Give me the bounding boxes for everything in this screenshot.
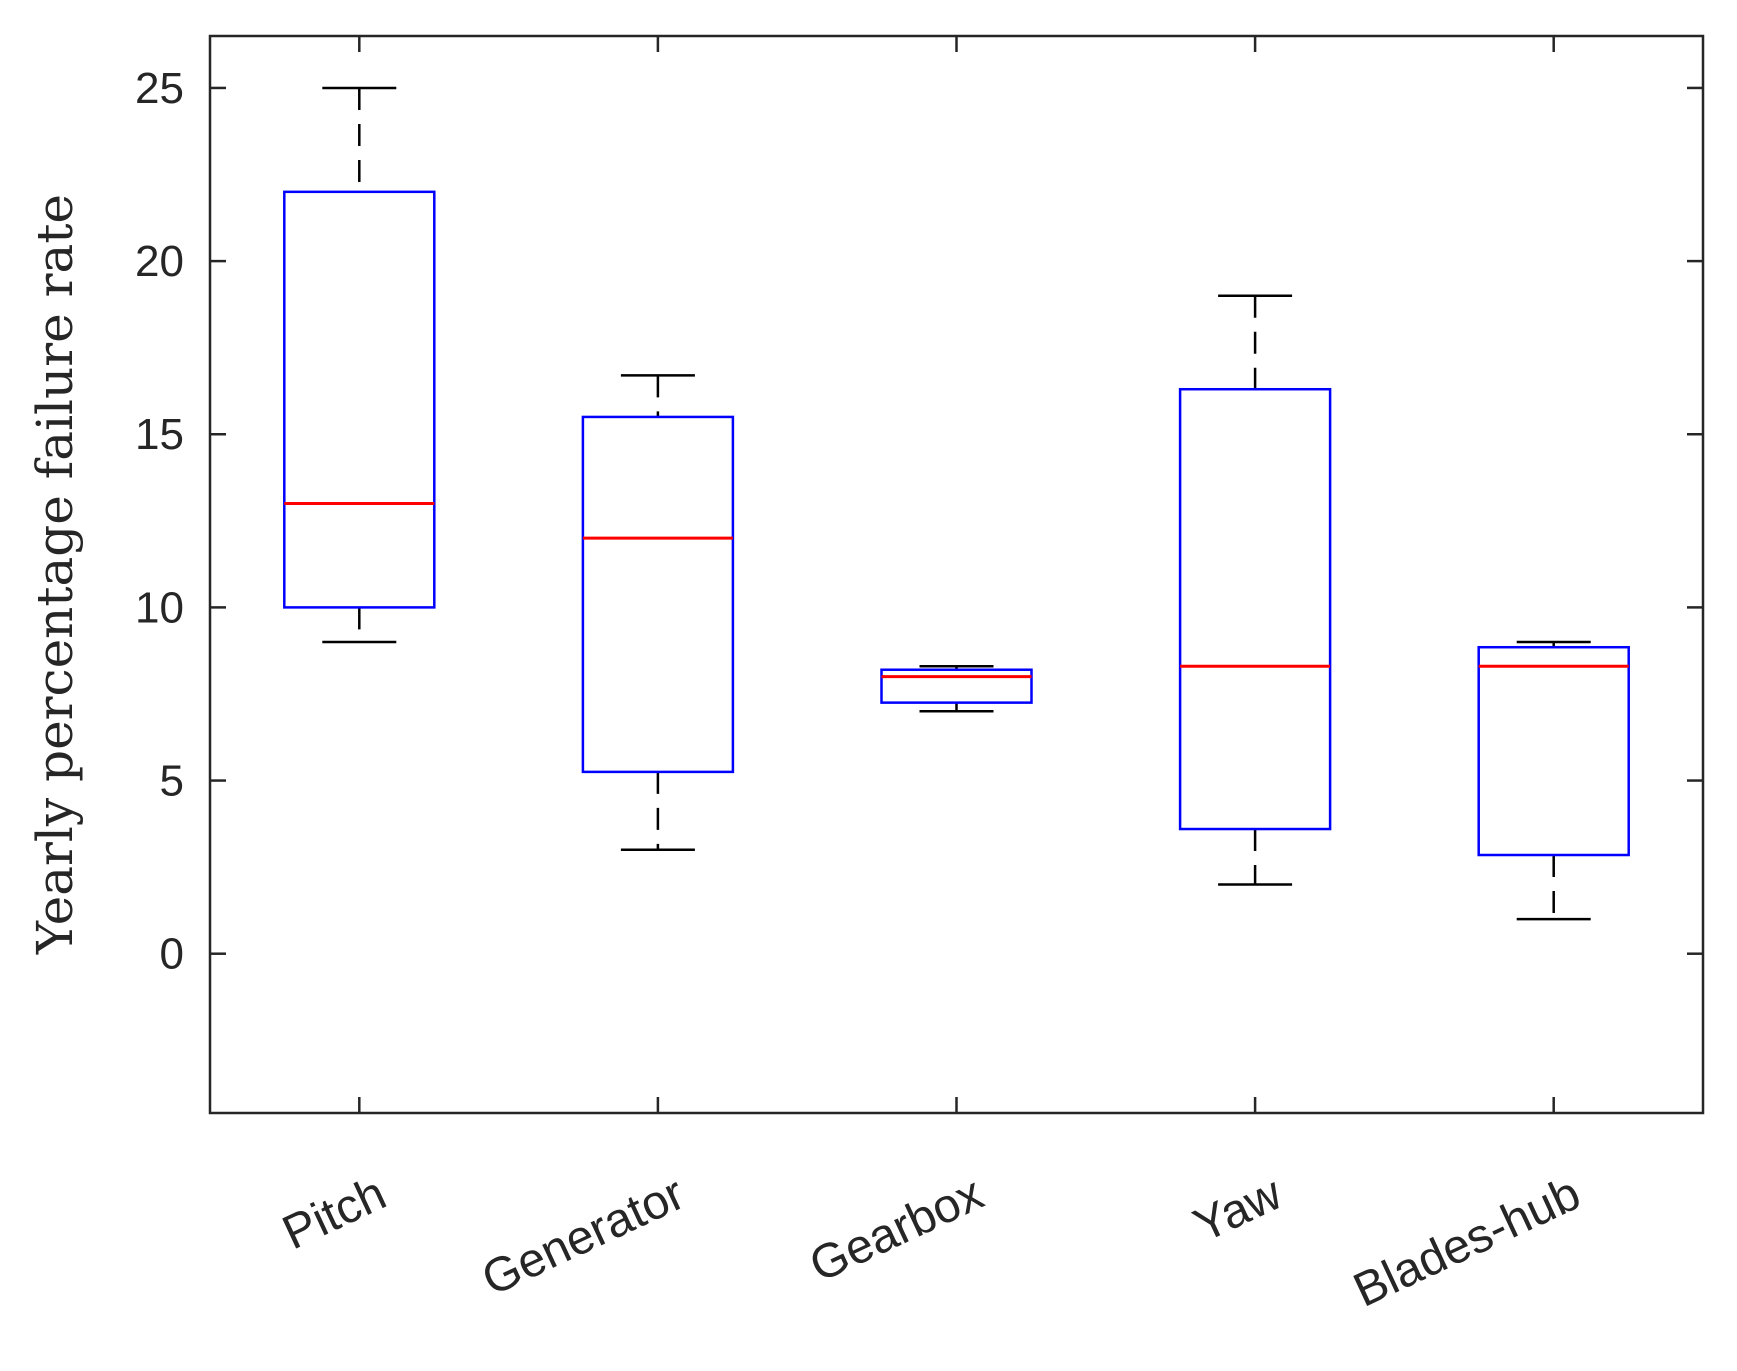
box-gearbox	[880, 665, 1033, 713]
y-tick-label: 0	[160, 930, 184, 979]
y-tick-label: 5	[160, 757, 184, 806]
box-plot-series	[283, 86, 1630, 921]
iqr-box	[1477, 645, 1630, 857]
box-blades-hub	[1477, 640, 1630, 921]
iqr-box	[1178, 387, 1332, 831]
box-generator	[581, 374, 735, 852]
y-axis-title: Yearly percentage failure rate	[26, 194, 84, 955]
iqr-box	[283, 190, 436, 609]
y-tick-labels: 0 5 10 15 20 25	[135, 64, 184, 979]
y-tick-label: 20	[135, 237, 184, 286]
y-tick-label: 15	[135, 410, 184, 459]
box-pitch	[283, 86, 436, 644]
y-tick-label: 25	[135, 64, 184, 113]
y-tick-label: 10	[135, 583, 184, 632]
axis-ticks	[210, 36, 1703, 1113]
box-yaw	[1178, 294, 1332, 886]
axes-frame	[208, 34, 1705, 1115]
iqr-box	[880, 668, 1033, 704]
iqr-box	[581, 415, 735, 774]
